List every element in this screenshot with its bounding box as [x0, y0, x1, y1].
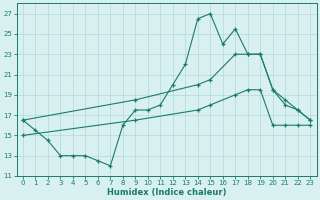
X-axis label: Humidex (Indice chaleur): Humidex (Indice chaleur) [107, 188, 226, 197]
